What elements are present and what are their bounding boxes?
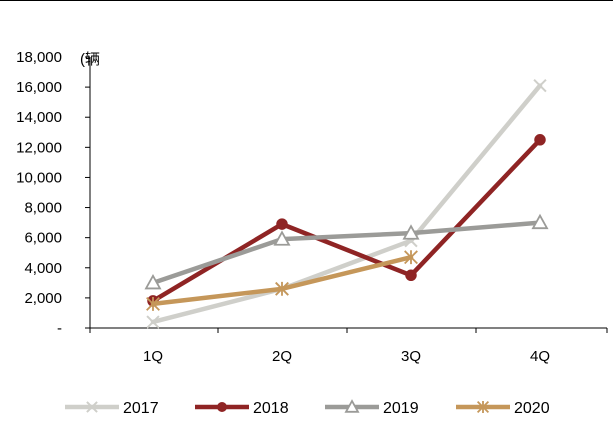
axes: - 2,000 4,000 6,000 8,000 10,000 12,000 14,000 1…	[16, 49, 608, 365]
y-tick-label: 10,000	[16, 169, 62, 186]
legend-item-2020: 2020	[456, 400, 550, 417]
series-line-2017	[150, 83, 543, 325]
legend-item-2019: 2019	[325, 399, 419, 417]
data-point-x-legend	[86, 401, 98, 413]
data-point-triangle-legend	[344, 399, 360, 413]
data-point-circle-legend	[217, 402, 227, 412]
data-point-circle	[276, 218, 288, 230]
y-tick-label: 4,000	[24, 260, 62, 277]
data-point-circle	[405, 269, 417, 282]
series-2019	[144, 213, 549, 290]
data-point-triangle	[273, 230, 291, 246]
legend-label: 2020	[514, 400, 550, 417]
x-tick-label: 3Q	[401, 348, 421, 365]
y-tick-label: -	[57, 320, 62, 337]
data-point-triangle	[531, 213, 549, 230]
data-point-triangle	[402, 224, 420, 240]
legend-item-2017: 2017	[65, 400, 159, 417]
data-point-x	[533, 78, 547, 93]
series-2018	[147, 134, 546, 307]
legend: 2017 2018 2019 2020	[65, 399, 550, 417]
data-point-x	[146, 315, 160, 329]
legend-label: 2019	[383, 400, 419, 417]
data-point-asterisk	[404, 250, 418, 265]
y-tick-label: 18,000	[16, 49, 62, 66]
series-line-2020	[150, 254, 414, 307]
x-tick-label: 1Q	[143, 348, 163, 365]
x-tick-label: 4Q	[530, 348, 550, 365]
y-unit-label: (辆	[80, 51, 100, 68]
data-point-asterisk-legend	[476, 400, 490, 414]
y-tick-label: 16,000	[16, 79, 62, 96]
series-layer	[144, 78, 549, 329]
y-tick-label: 6,000	[24, 230, 62, 247]
data-point-triangle	[144, 273, 162, 290]
series-line-2019	[150, 220, 543, 286]
y-tick-label: 2,000	[24, 290, 62, 307]
y-tick-label: 14,000	[16, 109, 62, 126]
series-2017	[146, 78, 547, 329]
data-point-asterisk	[146, 296, 160, 311]
data-point-asterisk	[275, 281, 289, 296]
series-2020	[146, 250, 418, 311]
y-tick-label: 8,000	[24, 200, 62, 217]
legend-label: 2018	[253, 400, 289, 417]
y-tick-label: 12,000	[16, 139, 62, 156]
legend-item-2018: 2018	[195, 400, 289, 417]
x-tick-label: 2Q	[272, 348, 292, 365]
legend-label: 2017	[123, 400, 159, 417]
data-point-circle	[534, 134, 546, 146]
series-line-2018	[150, 137, 543, 304]
